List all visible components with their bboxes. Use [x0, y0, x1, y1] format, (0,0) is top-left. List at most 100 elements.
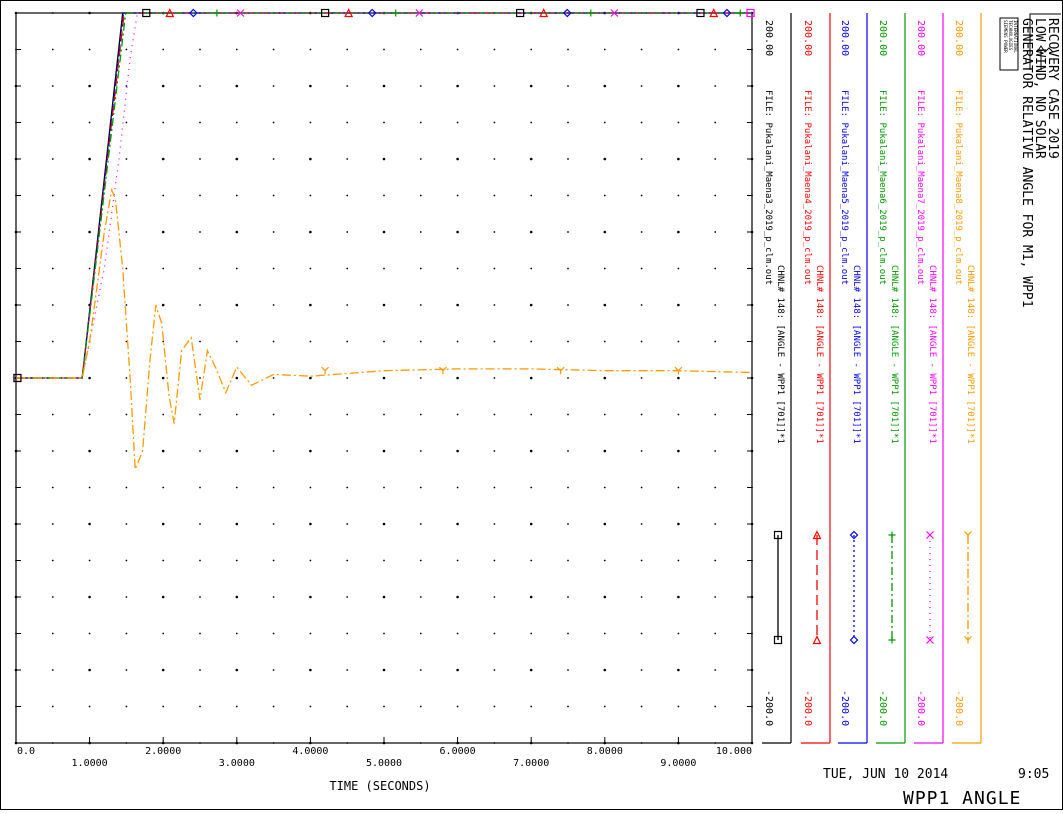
- grid-dot: [677, 522, 680, 526]
- grid-dot: [162, 194, 165, 197]
- series-marker: [367, 8, 377, 18]
- grid-dot: [125, 231, 128, 233]
- grid-dot: [309, 595, 312, 599]
- grid-dot: [235, 267, 238, 270]
- grid-dot: [419, 413, 422, 416]
- grid-dot: [677, 230, 680, 234]
- grid-dot: [419, 231, 422, 233]
- grid-dots: [14, 11, 754, 745]
- grid-dot: [603, 230, 607, 234]
- grid-dot: [125, 340, 128, 343]
- grid-dot: [640, 158, 643, 160]
- grid-dot: [88, 705, 91, 708]
- legend-channel: CHNL# 148: [ANGLE - WPP1 [701]]*1: [965, 265, 975, 444]
- series-line: [16, 12, 125, 379]
- grid-dot: [714, 231, 717, 233]
- grid-dot: [419, 121, 422, 124]
- grid-dot: [493, 158, 496, 160]
- grid-dot: [125, 85, 128, 87]
- grid-dot: [456, 376, 459, 380]
- grid-dot: [51, 632, 54, 635]
- grid-dot: [714, 632, 717, 635]
- grid-dot: [567, 413, 569, 416]
- title-line-2: LOW WIND, NO SOLAR: [1032, 18, 1047, 159]
- grid-dot: [51, 486, 54, 489]
- grid-dot: [677, 303, 680, 307]
- grid-dot: [51, 742, 54, 744]
- legend-max: 200.00: [802, 20, 813, 56]
- grid-dot: [677, 194, 680, 197]
- grid-dot: [567, 742, 569, 744]
- grid-dot: [162, 413, 165, 416]
- x-axis-label: TIME (SECONDS): [329, 779, 430, 793]
- grid-dot: [346, 742, 349, 744]
- series-marker: [587, 9, 595, 17]
- legend-file: FILE: Pukalani_Maena7_2019_p_clm.out: [915, 90, 925, 285]
- grid-dot: [677, 376, 680, 380]
- grid-dot: [529, 668, 533, 672]
- grid-dot: [162, 48, 165, 51]
- grid-dot: [383, 486, 385, 489]
- grid-dot: [567, 669, 569, 671]
- grid-dot: [530, 705, 533, 708]
- grid-dot: [493, 450, 496, 452]
- grid-dot: [199, 705, 201, 708]
- series-marker: [516, 8, 525, 18]
- grid-dot: [603, 632, 606, 635]
- grid-dot: [419, 267, 422, 270]
- grid-dot: [382, 230, 386, 234]
- grid-dot: [199, 486, 201, 489]
- grid-dot: [272, 48, 275, 51]
- grid-dot: [309, 303, 312, 307]
- grid-dot: [677, 121, 680, 124]
- grid-dot: [714, 267, 717, 270]
- grid-dot: [714, 48, 717, 51]
- grid-dot: [714, 742, 717, 744]
- grid-dot: [493, 48, 496, 51]
- grid-dot: [382, 157, 386, 161]
- grid-dot: [493, 632, 496, 635]
- grid-dot: [640, 559, 643, 562]
- x-tick-label: 5.0000: [366, 758, 402, 769]
- series-marker: [165, 8, 175, 18]
- grid-dot: [88, 194, 91, 197]
- grid-dot: [235, 486, 238, 489]
- grid-dot: [640, 231, 643, 233]
- grid-dot: [419, 742, 422, 744]
- grid-dot: [235, 48, 238, 51]
- grid-dot: [51, 596, 54, 598]
- grid-dot: [272, 231, 275, 233]
- grid-dot: [162, 705, 165, 708]
- grid-dot: [567, 559, 569, 562]
- grid-dot: [235, 303, 239, 307]
- grid-dot: [493, 267, 496, 270]
- legend-channel: CHNL# 148: [ANGLE - WPP1 [701]]*1: [814, 265, 824, 444]
- grid-dot: [677, 559, 680, 562]
- grid-dot: [88, 559, 91, 562]
- grid-dot: [603, 668, 607, 672]
- legend-max: 200.00: [915, 20, 926, 56]
- series-marker: [321, 8, 330, 18]
- footer-label: WPP1 ANGLE: [903, 788, 1021, 809]
- grid-dot: [640, 340, 643, 343]
- grid-dot: [125, 158, 128, 160]
- grid-dot: [235, 632, 238, 635]
- grid-dot: [677, 705, 680, 708]
- grid-dot: [346, 523, 349, 525]
- grid-dot: [125, 742, 128, 744]
- grid-dot: [493, 486, 496, 489]
- grid-dot: [456, 705, 459, 708]
- grid-dot: [272, 413, 275, 416]
- grid-dot: [88, 668, 91, 672]
- grid-dot: [567, 231, 569, 233]
- grid-dot: [161, 303, 165, 307]
- series-marker: [722, 8, 732, 18]
- x-tick-label: 7.0000: [513, 758, 549, 769]
- grid-dot: [309, 522, 312, 526]
- grid-dot: [603, 559, 606, 562]
- grid-dot: [529, 522, 533, 526]
- grid-dot: [346, 267, 349, 270]
- grid-dot: [419, 596, 422, 598]
- grid-dot: [529, 376, 533, 380]
